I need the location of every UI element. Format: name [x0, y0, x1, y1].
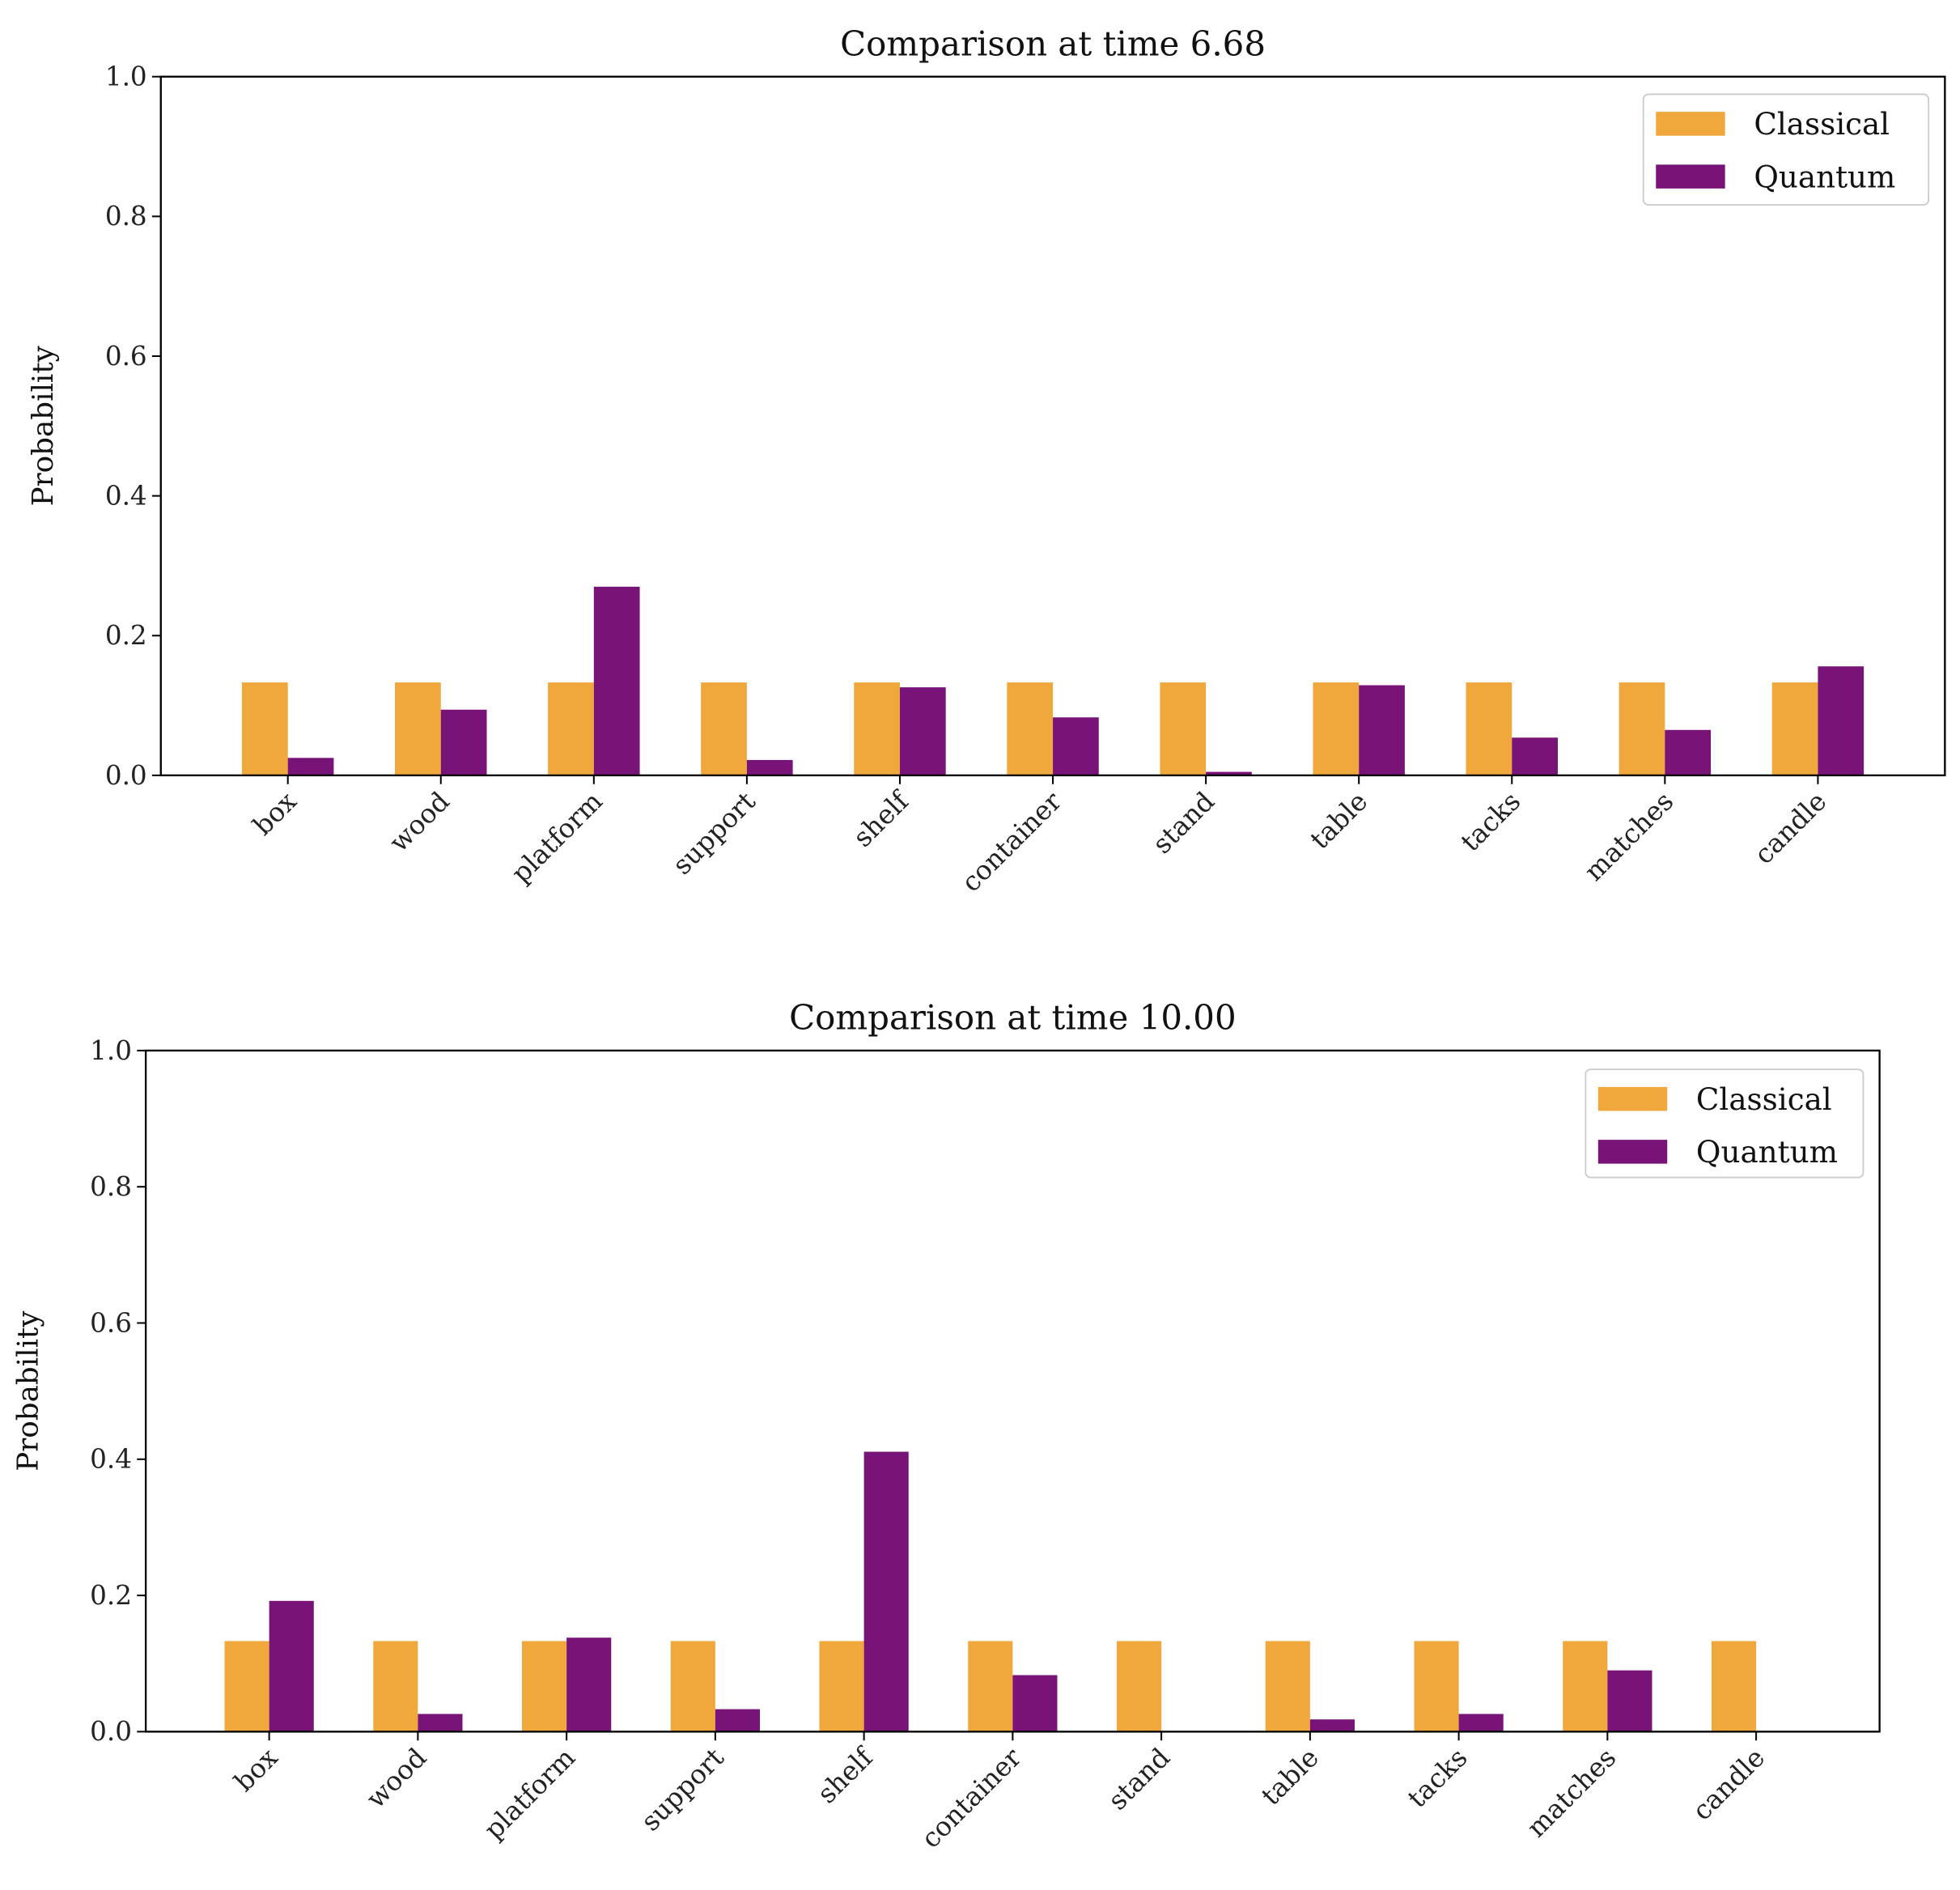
- bar-classical-table: [1313, 682, 1360, 775]
- legend-label-quantum: Quantum: [1696, 1134, 1838, 1170]
- bar-quantum-box: [269, 1600, 314, 1732]
- x-tick-label: stand: [1102, 1742, 1176, 1816]
- x-tick-label: candle: [1748, 786, 1832, 870]
- bar-quantum-table: [1309, 1719, 1355, 1732]
- bar-classical-candle: [1771, 682, 1818, 775]
- bar-classical-box: [241, 682, 288, 775]
- bar-quantum-shelf: [863, 1451, 909, 1732]
- bar-quantum-tacks: [1512, 737, 1558, 775]
- y-tick-label: 0.6: [105, 341, 147, 372]
- legend-swatch-quantum: [1597, 1140, 1668, 1164]
- x-tick-label: table: [1255, 1742, 1325, 1811]
- bar-quantum-platform: [593, 586, 640, 775]
- y-tick-label: 1.0: [105, 62, 147, 92]
- bar-quantum-matches: [1607, 1670, 1652, 1732]
- legend-swatch-classical: [1597, 1086, 1668, 1111]
- bar-classical-support: [701, 682, 747, 775]
- bar-classical-matches: [1618, 682, 1665, 775]
- bar-quantum-box: [287, 758, 334, 775]
- x-tick-label: stand: [1147, 786, 1220, 860]
- legend-swatch-quantum: [1656, 164, 1725, 189]
- bar-classical-shelf: [854, 682, 900, 775]
- x-tick-label: platform: [478, 1742, 581, 1845]
- bar-classical-tacks: [1466, 682, 1512, 775]
- bar-classical-wood: [373, 1641, 418, 1732]
- y-tick-label: 0.2: [90, 1580, 132, 1611]
- bar-quantum-matches: [1665, 729, 1712, 775]
- x-tick-label: tacks: [1455, 786, 1527, 858]
- x-tick-label: candle: [1686, 1742, 1771, 1826]
- x-tick-label: shelf: [812, 1740, 880, 1809]
- x-tick-label: box: [247, 786, 303, 842]
- bar-classical-wood: [395, 682, 441, 775]
- bar-classical-support: [670, 1641, 715, 1732]
- y-tick-label: 0.4: [90, 1444, 132, 1475]
- bar-quantum-shelf: [899, 687, 946, 775]
- y-tick-label: 0.8: [90, 1171, 132, 1202]
- bar-quantum-wood: [418, 1714, 463, 1732]
- bar-quantum-table: [1359, 685, 1405, 775]
- y-axis-label: Probability: [27, 345, 60, 506]
- bar-quantum-stand: [1206, 771, 1252, 775]
- bar-classical-table: [1265, 1641, 1310, 1732]
- bar-classical-shelf: [819, 1641, 864, 1732]
- x-tick-label: container: [956, 786, 1068, 898]
- y-tick-label: 0.4: [105, 480, 147, 511]
- bar-classical-container: [1007, 682, 1054, 775]
- chart-title: Comparison at time 10.00: [789, 998, 1237, 1038]
- y-tick-label: 1.0: [90, 1035, 132, 1066]
- x-tick-label: platform: [506, 786, 609, 889]
- legend-label-classical: Classical: [1696, 1081, 1832, 1117]
- y-tick-label: 0.2: [105, 620, 147, 651]
- bar-quantum-platform: [566, 1637, 612, 1732]
- x-tick-label: matches: [1521, 1742, 1622, 1843]
- bar-quantum-candle: [1818, 666, 1865, 775]
- bar-quantum-tacks: [1458, 1714, 1504, 1732]
- chart-title: Comparison at time 6.68: [840, 23, 1266, 63]
- y-tick-label: 0.0: [105, 760, 147, 791]
- x-tick-label: wood: [360, 1742, 432, 1814]
- x-tick-label: tacks: [1402, 1742, 1474, 1814]
- bar-classical-box: [224, 1641, 269, 1732]
- bar-classical-matches: [1563, 1641, 1608, 1732]
- y-tick-label: 0.6: [90, 1307, 132, 1338]
- legend-label-classical: Classical: [1754, 106, 1890, 142]
- x-tick-label: table: [1305, 786, 1374, 856]
- bar-quantum-support: [746, 759, 793, 775]
- x-tick-label: box: [228, 1742, 284, 1798]
- legend-label-quantum: Quantum: [1754, 159, 1895, 194]
- bar-classical-tacks: [1414, 1641, 1459, 1732]
- y-tick-label: 0.0: [90, 1716, 132, 1747]
- bar-classical-platform: [522, 1641, 567, 1732]
- x-tick-label: wood: [384, 786, 456, 858]
- chart-0: 0.0 0.2 0.4 0.6 0.8 1.0 box wood platform support…: [27, 23, 1946, 898]
- y-tick-label: 0.8: [105, 201, 147, 231]
- x-tick-label: shelf: [847, 784, 916, 853]
- x-tick-label: matches: [1578, 786, 1679, 887]
- bar-classical-candle: [1711, 1641, 1757, 1732]
- legend-swatch-classical: [1656, 112, 1725, 136]
- bar-quantum-container: [1053, 717, 1099, 775]
- bar-classical-container: [968, 1641, 1013, 1732]
- x-tick-label: support: [667, 786, 762, 881]
- chart-1: 0.0 0.2 0.4 0.6 0.8 1.0 box wood platform support…: [12, 998, 1881, 1854]
- x-tick-label: container: [915, 1742, 1028, 1854]
- bar-classical-platform: [548, 682, 594, 775]
- bar-classical-stand: [1116, 1641, 1162, 1732]
- bar-quantum-container: [1012, 1675, 1058, 1732]
- bar-quantum-wood: [440, 709, 487, 775]
- y-axis-label: Probability: [12, 1310, 45, 1472]
- bar-classical-stand: [1160, 682, 1207, 775]
- bar-quantum-support: [715, 1709, 760, 1732]
- x-tick-label: support: [635, 1742, 730, 1837]
